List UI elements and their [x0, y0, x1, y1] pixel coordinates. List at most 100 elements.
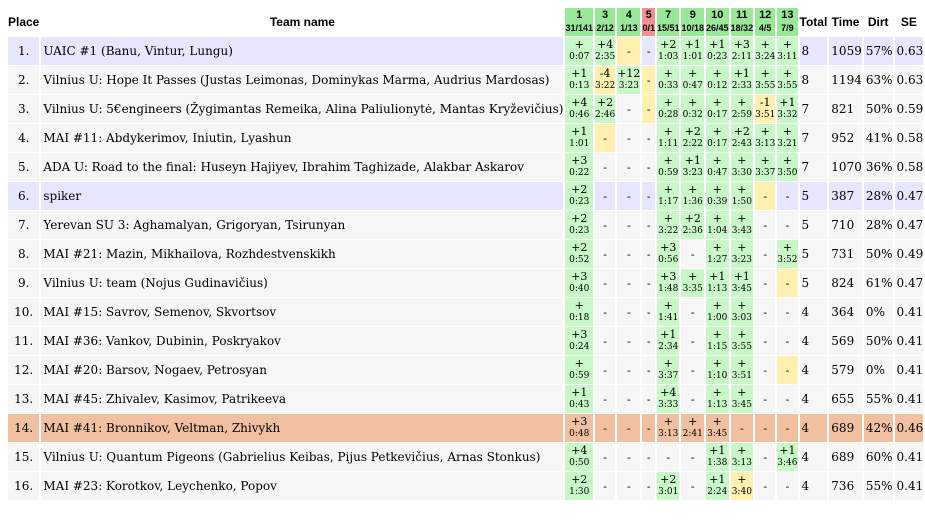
problem-result-cell[interactable]: -: [777, 211, 798, 239]
problem-result-cell[interactable]: +1 3:45: [730, 269, 754, 297]
problem-result-cell[interactable]: +0:39: [706, 182, 729, 210]
problem-result-cell[interactable]: -: [681, 472, 705, 500]
problem-result-cell[interactable]: -: [681, 327, 705, 355]
problem-result-cell[interactable]: -: [595, 472, 616, 500]
header-team[interactable]: Team name: [269, 15, 335, 29]
problem-header-4[interactable]: 4 1/13: [617, 8, 641, 36]
problem-result-cell[interactable]: -: [755, 182, 776, 210]
problem-result-cell[interactable]: +3:52: [777, 240, 798, 268]
problem-result-cell[interactable]: +3 0:56: [656, 240, 680, 268]
header-dirt[interactable]: Dirt: [867, 15, 889, 29]
problem-result-cell[interactable]: +1:41: [656, 298, 680, 326]
problem-result-cell[interactable]: -: [642, 472, 655, 500]
problem-result-cell[interactable]: -: [755, 414, 776, 442]
problem-result-cell[interactable]: +3:40: [730, 472, 754, 500]
problem-result-cell[interactable]: -: [777, 356, 798, 384]
problem-result-cell[interactable]: -: [617, 327, 641, 355]
problem-result-cell[interactable]: -: [656, 443, 680, 471]
problem-result-cell[interactable]: +3:43: [730, 211, 754, 239]
problem-result-cell[interactable]: +3 0:48: [565, 414, 593, 442]
problem-result-cell[interactable]: +3:55: [755, 66, 776, 94]
problem-result-cell[interactable]: +1 0:43: [565, 385, 593, 413]
problem-result-cell[interactable]: -: [642, 182, 655, 210]
problem-result-cell[interactable]: +1 2:33: [730, 66, 754, 94]
problem-result-cell[interactable]: -: [642, 414, 655, 442]
problem-result-cell[interactable]: +1:11: [656, 124, 680, 152]
problem-result-cell[interactable]: -: [595, 124, 616, 152]
problem-header-1[interactable]: 1 31/141: [565, 8, 593, 36]
problem-result-cell[interactable]: -: [777, 327, 798, 355]
problem-result-cell[interactable]: +3:13: [755, 124, 776, 152]
problem-result-cell[interactable]: -: [595, 298, 616, 326]
problem-result-cell[interactable]: +0:59: [656, 153, 680, 181]
problem-result-cell[interactable]: +1 2:34: [656, 327, 680, 355]
header-time[interactable]: Time: [831, 15, 860, 29]
problem-result-cell[interactable]: -: [642, 95, 655, 123]
problem-result-cell[interactable]: -: [777, 182, 798, 210]
problem-result-cell[interactable]: -: [595, 385, 616, 413]
problem-result-cell[interactable]: +1 1:13: [706, 269, 729, 297]
problem-result-cell[interactable]: -: [642, 124, 655, 152]
problem-result-cell[interactable]: +3:23: [730, 240, 754, 268]
problem-result-cell[interactable]: +0:47: [681, 66, 705, 94]
problem-result-cell[interactable]: -: [642, 269, 655, 297]
header-total[interactable]: Total: [799, 15, 828, 29]
problem-result-cell[interactable]: -: [777, 385, 798, 413]
problem-result-cell[interactable]: -: [755, 211, 776, 239]
problem-result-cell[interactable]: +3:13: [656, 414, 680, 442]
problem-result-cell[interactable]: -: [642, 443, 655, 471]
problem-result-cell[interactable]: +4 0:50: [565, 443, 593, 471]
problem-result-cell[interactable]: +2:41: [681, 414, 705, 442]
problem-result-cell[interactable]: -: [681, 298, 705, 326]
problem-result-cell[interactable]: +3:55: [777, 66, 798, 94]
problem-result-cell[interactable]: -: [755, 269, 776, 297]
problem-result-cell[interactable]: +1:00: [706, 298, 729, 326]
problem-result-cell[interactable]: +2 2:46: [595, 95, 616, 123]
problem-result-cell[interactable]: -: [730, 414, 754, 442]
problem-result-cell[interactable]: -: [755, 298, 776, 326]
problem-header-12[interactable]: 12 4/5: [755, 8, 776, 36]
problem-result-cell[interactable]: -: [777, 472, 798, 500]
problem-result-cell[interactable]: +0:12: [706, 66, 729, 94]
problem-result-cell[interactable]: -: [617, 37, 641, 65]
problem-result-cell[interactable]: +0:28: [656, 95, 680, 123]
problem-result-cell[interactable]: +1:17: [656, 182, 680, 210]
problem-result-cell[interactable]: -: [777, 269, 798, 297]
problem-result-cell[interactable]: +3:11: [777, 37, 798, 65]
problem-result-cell[interactable]: +0:18: [565, 298, 593, 326]
problem-result-cell[interactable]: +2 2:43: [730, 124, 754, 152]
problem-result-cell[interactable]: -: [755, 327, 776, 355]
problem-result-cell[interactable]: -: [681, 443, 705, 471]
problem-result-cell[interactable]: +0:32: [681, 95, 705, 123]
problem-result-cell[interactable]: -: [642, 211, 655, 239]
problem-result-cell[interactable]: -: [642, 385, 655, 413]
problem-result-cell[interactable]: -: [681, 356, 705, 384]
problem-result-cell[interactable]: -: [617, 124, 641, 152]
problem-result-cell[interactable]: +2 3:01: [656, 472, 680, 500]
problem-result-cell[interactable]: +3:51: [730, 356, 754, 384]
problem-result-cell[interactable]: +3 0:40: [565, 269, 593, 297]
problem-result-cell[interactable]: +3:45: [730, 385, 754, 413]
problem-result-cell[interactable]: -: [617, 95, 641, 123]
problem-result-cell[interactable]: +2 2:22: [681, 124, 705, 152]
problem-result-cell[interactable]: -: [617, 153, 641, 181]
problem-result-cell[interactable]: +2 2:36: [681, 211, 705, 239]
problem-result-cell[interactable]: +3:37: [755, 153, 776, 181]
problem-result-cell[interactable]: +1:04: [706, 211, 729, 239]
problem-header-3[interactable]: 3 2/12: [595, 8, 616, 36]
problem-result-cell[interactable]: +2 0:23: [565, 182, 593, 210]
problem-result-cell[interactable]: -: [595, 443, 616, 471]
problem-result-cell[interactable]: -: [595, 327, 616, 355]
problem-result-cell[interactable]: +0:47: [706, 153, 729, 181]
problem-result-cell[interactable]: -: [595, 182, 616, 210]
problem-result-cell[interactable]: +3 1:48: [656, 269, 680, 297]
problem-result-cell[interactable]: +2:59: [730, 95, 754, 123]
problem-result-cell[interactable]: -: [617, 414, 641, 442]
problem-header-7[interactable]: 7 15/51: [656, 8, 680, 36]
problem-result-cell[interactable]: -: [755, 385, 776, 413]
problem-result-cell[interactable]: +3:37: [656, 356, 680, 384]
problem-result-cell[interactable]: +0:33: [656, 66, 680, 94]
problem-result-cell[interactable]: +1 1:01: [681, 37, 705, 65]
problem-result-cell[interactable]: +4 0:46: [565, 95, 593, 123]
problem-result-cell[interactable]: -: [617, 443, 641, 471]
